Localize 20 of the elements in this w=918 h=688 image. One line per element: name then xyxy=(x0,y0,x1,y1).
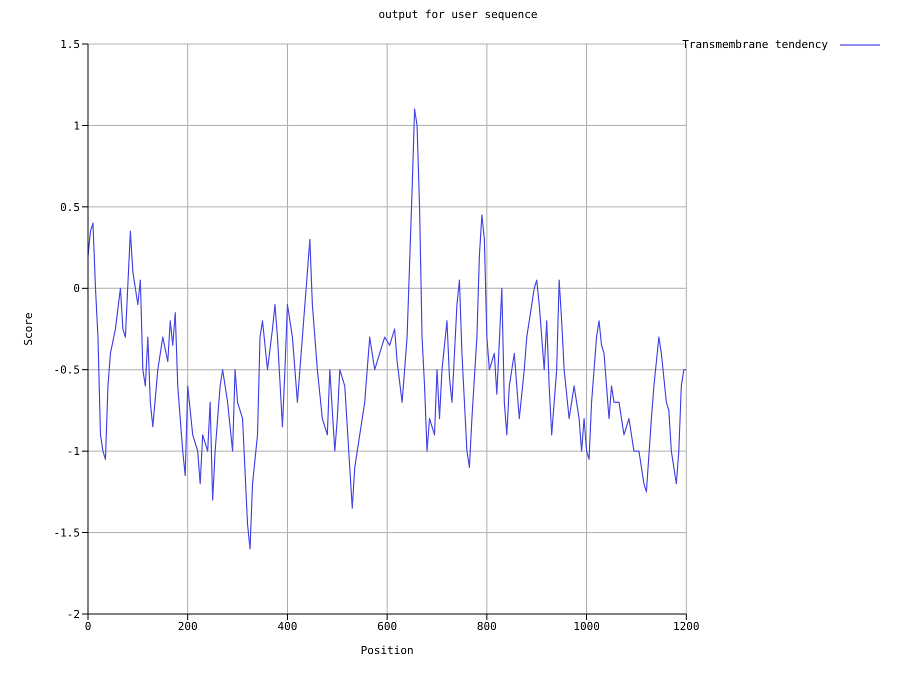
y-tick-label: -1 xyxy=(66,445,80,458)
y-tick-label: 0.5 xyxy=(60,200,80,214)
chart-title: output for user sequence xyxy=(378,8,538,23)
x-tick-label: 0 xyxy=(84,620,92,633)
y-tick-label: 1 xyxy=(73,119,80,132)
y-tick-label: -2 xyxy=(66,608,80,621)
y-tick-label: -1.5 xyxy=(54,526,80,540)
x-axis-title: Position xyxy=(360,644,414,657)
x-tick-label: 200 xyxy=(178,620,198,633)
y-tick-label: 1.5 xyxy=(60,38,80,51)
line-series xyxy=(88,108,686,550)
x-tick-label: 600 xyxy=(377,620,398,633)
legend-label: Transmembrane tendency xyxy=(682,38,828,51)
y-tick-label: 0 xyxy=(73,282,80,296)
x-tick-label: 800 xyxy=(476,620,497,633)
x-tick-label: 400 xyxy=(277,620,298,633)
y-axis-title: Score xyxy=(22,312,35,346)
y-tick-label: -0.5 xyxy=(54,364,80,377)
x-tick-label: 1200 xyxy=(673,620,700,633)
x-tick-label: 1000 xyxy=(573,620,600,633)
